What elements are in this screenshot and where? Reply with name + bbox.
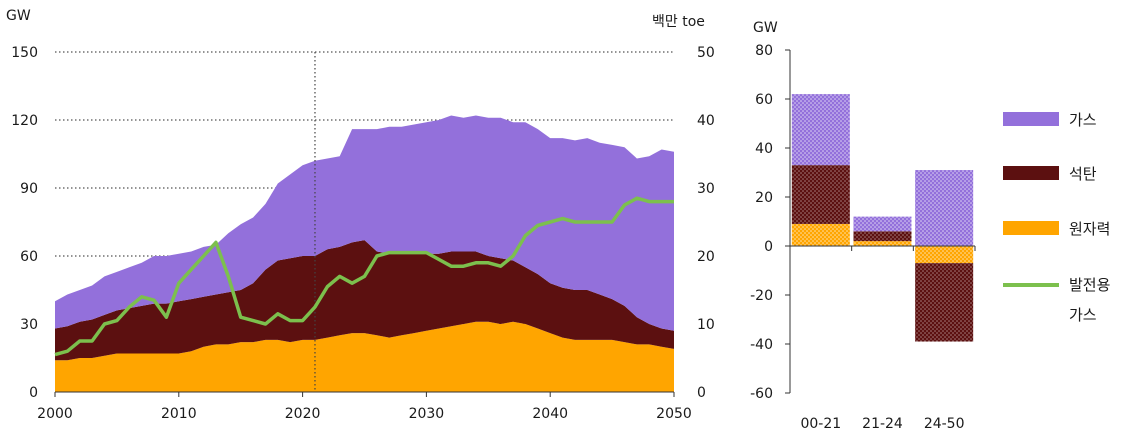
bar-segment-pattern <box>915 263 974 342</box>
legend-swatch <box>1003 166 1059 180</box>
area-series-2 <box>55 115 674 331</box>
right-y-tick-label: -60 <box>750 386 773 402</box>
legend-swatch <box>1003 112 1059 126</box>
right-chart-bars <box>791 94 974 342</box>
area-series-1 <box>55 240 674 361</box>
left-chart-secondary-y-unit: 백만 toe <box>652 14 705 30</box>
bar-segment-pattern <box>853 231 912 242</box>
bar-segment-pattern <box>853 241 912 246</box>
right-y-tick-label: 20 <box>755 190 773 206</box>
left-chart-line-series <box>54 196 674 357</box>
line-series-power-gas <box>54 196 674 357</box>
x-tick-label: 2000 <box>37 406 73 422</box>
y-right-tick-label: 0 <box>697 385 706 401</box>
bar-segment-pattern <box>791 165 850 224</box>
x-tick-label: 2050 <box>656 406 692 422</box>
x-tick-label: 2020 <box>285 406 321 422</box>
legend-label: 발전용 <box>1069 276 1110 294</box>
x-tick-label: 2030 <box>409 406 445 422</box>
y-right-tick-label: 50 <box>697 45 715 61</box>
right-y-tick-label: 40 <box>755 141 773 157</box>
y-right-tick-label: 20 <box>697 249 715 265</box>
y-right-tick-label: 30 <box>697 181 715 197</box>
area-series-0 <box>55 321 674 392</box>
left-chart-y-unit: GW <box>6 8 31 24</box>
bar-segment-pattern <box>791 94 850 166</box>
right-y-tick-label: 0 <box>764 239 773 255</box>
y-left-tick-label: 120 <box>11 113 38 129</box>
x-tick-label: 2010 <box>161 406 197 422</box>
y-left-tick-label: 150 <box>11 45 38 61</box>
y-left-tick-label: 60 <box>20 249 38 265</box>
right-chart-y-unit: GW <box>753 20 778 36</box>
bar-segment-pattern <box>915 170 974 246</box>
right-y-tick-label: 60 <box>755 92 773 108</box>
legend-label: 석탄 <box>1069 165 1097 183</box>
y-right-tick-label: 40 <box>697 113 715 129</box>
y-left-tick-label: 90 <box>20 181 38 197</box>
left-chart-stacked-areas <box>55 52 674 392</box>
right-x-category-label: 21-24 <box>862 416 903 432</box>
right-chart-axes: -60 -40 -20 0 20 40 60 80 00-21 21-24 24-50 <box>750 43 976 432</box>
legend-label-line2: 가스 <box>1069 306 1097 324</box>
y-right-tick-label: 10 <box>697 317 715 333</box>
y-left-tick-label: 30 <box>20 317 38 333</box>
y-left-tick-label: 0 <box>29 385 38 401</box>
bar-segment-pattern <box>791 223 850 246</box>
bar-segment-pattern <box>915 246 974 264</box>
right-x-category-label: 00-21 <box>800 416 841 432</box>
x-tick-label: 2040 <box>532 406 568 422</box>
legend-label: 가스 <box>1069 111 1097 129</box>
bar-segment-pattern <box>853 216 912 232</box>
right-y-tick-label: -20 <box>750 288 773 304</box>
legend-swatch <box>1003 221 1059 235</box>
legend-label: 원자력 <box>1069 220 1110 238</box>
right-x-category-label: 24-50 <box>924 416 965 432</box>
right-y-tick-label: -40 <box>750 337 773 353</box>
right-y-tick-label: 80 <box>755 43 773 59</box>
